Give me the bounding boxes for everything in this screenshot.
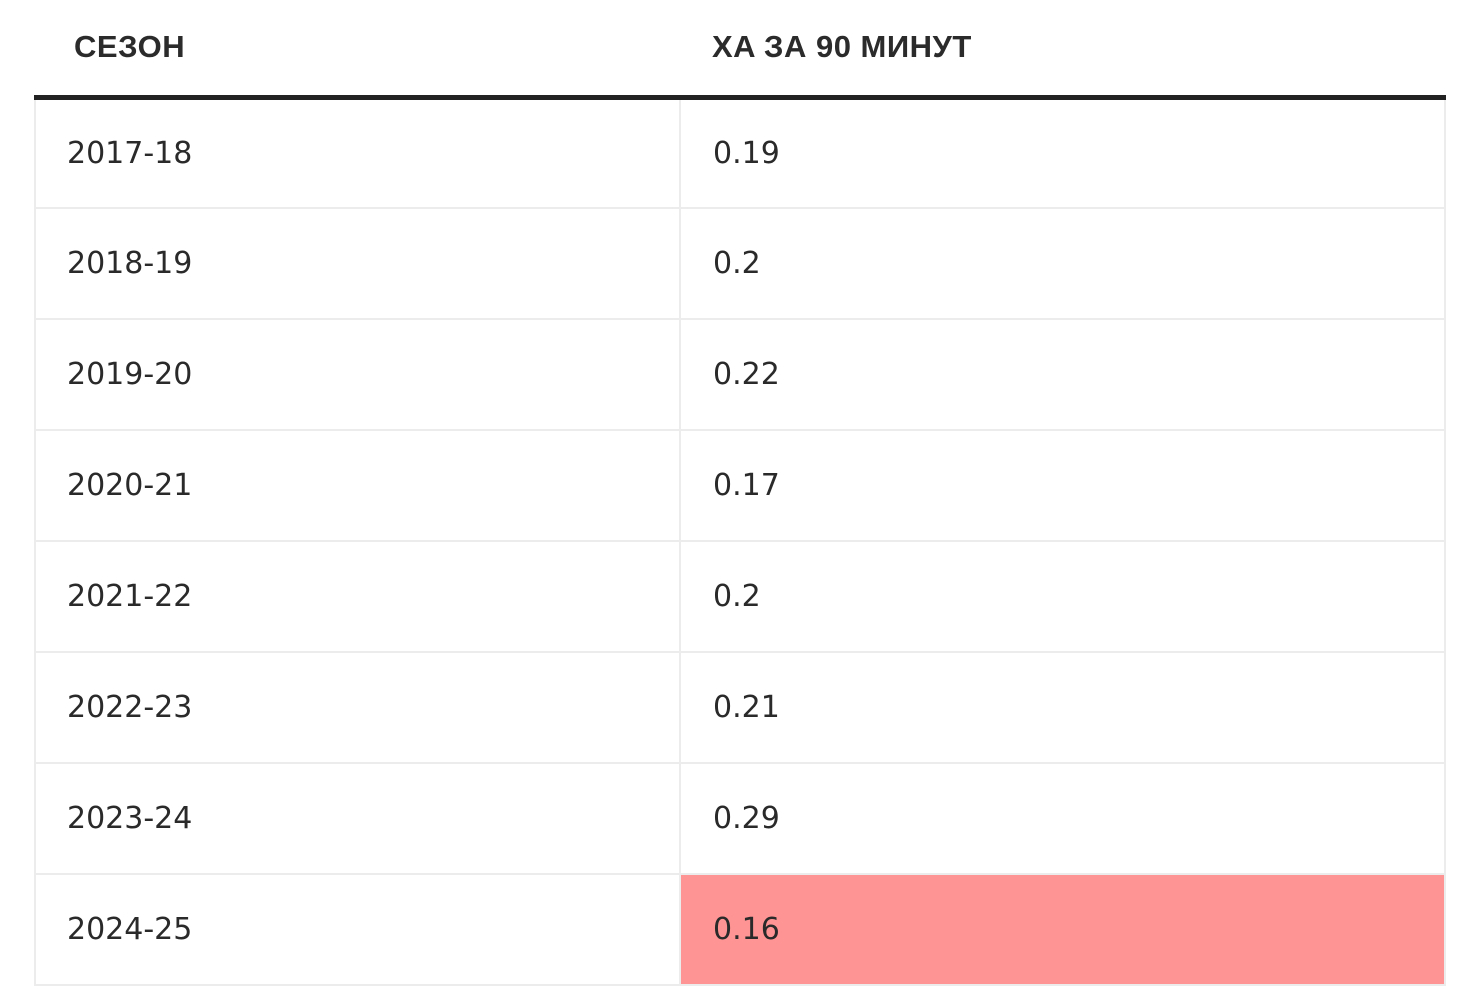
table-row: 2019-20 0.22 xyxy=(34,318,1446,431)
season-cell: 2017-18 xyxy=(34,96,681,209)
table-row: 2018-19 0.2 xyxy=(34,207,1446,320)
xa-value-cell: 0.29 xyxy=(679,762,1446,875)
table-body: 2017-18 0.19 2018-19 0.2 2019-20 0.22 20… xyxy=(34,96,1446,986)
table-row: 2017-18 0.19 xyxy=(34,96,1446,209)
stats-table-container: СЕЗОН XA ЗА 90 МИНУТ 2017-18 0.19 2018-1… xyxy=(34,0,1446,986)
xa-value-cell: 0.22 xyxy=(679,318,1446,431)
column-header-xa-per-90: XA ЗА 90 МИНУТ xyxy=(680,0,1445,100)
table-row: 2021-22 0.2 xyxy=(34,540,1446,653)
season-cell: 2023-24 xyxy=(34,762,681,875)
xa-value-cell: 0.19 xyxy=(679,96,1446,209)
season-stats-table: СЕЗОН XA ЗА 90 МИНУТ 2017-18 0.19 2018-1… xyxy=(34,0,1446,986)
season-cell: 2018-19 xyxy=(34,207,681,320)
xa-value-cell: 0.17 xyxy=(679,429,1446,542)
season-cell: 2020-21 xyxy=(34,429,681,542)
season-cell: 2024-25 xyxy=(34,873,681,986)
column-header-season: СЕЗОН xyxy=(35,0,680,100)
xa-value-cell: 0.2 xyxy=(679,207,1446,320)
season-cell: 2019-20 xyxy=(34,318,681,431)
table-row: 2020-21 0.17 xyxy=(34,429,1446,542)
table-header: СЕЗОН XA ЗА 90 МИНУТ xyxy=(35,0,1445,100)
header-row: СЕЗОН XA ЗА 90 МИНУТ xyxy=(35,0,1445,100)
xa-value-cell: 0.21 xyxy=(679,651,1446,764)
xa-value-cell-highlighted: 0.16 xyxy=(679,873,1446,986)
season-cell: 2021-22 xyxy=(34,540,681,653)
xa-value-cell: 0.2 xyxy=(679,540,1446,653)
table-row: 2022-23 0.21 xyxy=(34,651,1446,764)
season-cell: 2022-23 xyxy=(34,651,681,764)
table-row: 2023-24 0.29 xyxy=(34,762,1446,875)
table-row: 2024-25 0.16 xyxy=(34,873,1446,986)
